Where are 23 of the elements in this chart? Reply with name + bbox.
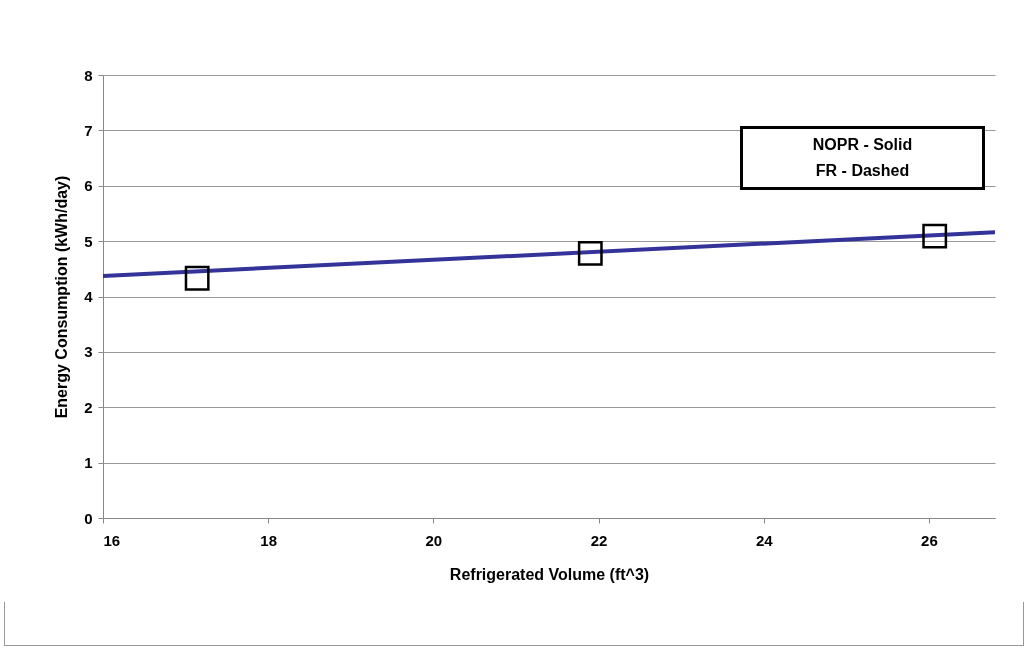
y-tick-label: 8	[84, 66, 93, 84]
x-tick-label: 18	[260, 531, 278, 549]
x-axis-title: Refrigerated Volume (ft^3)	[449, 565, 650, 583]
annotation: NOPR - Solid	[811, 135, 914, 155]
x-tick-label: 26	[921, 531, 938, 549]
x-tick-label: 24	[755, 531, 774, 549]
y-tick-label: 5	[84, 232, 93, 250]
y-tick-label: 4	[84, 288, 94, 305]
y-tick-label: 1	[84, 454, 93, 472]
note-box: NOPR - Solid FR - Dashed	[740, 126, 985, 190]
x-tick-label: 22	[590, 531, 608, 549]
x-tick-label: 20	[425, 531, 443, 549]
y-tick-label: 0	[84, 509, 93, 527]
y-tick-label: 7	[84, 121, 93, 139]
x-tick-label: 16	[103, 531, 121, 549]
y-tick-label: 6	[84, 177, 93, 195]
y-tick-label: 2	[84, 398, 93, 416]
point	[577, 240, 603, 266]
y-axis-title: Energy Consumption (kWh/day)	[53, 175, 71, 419]
point	[184, 265, 210, 291]
annotation: FR - Dashed	[814, 161, 911, 181]
point	[922, 223, 948, 249]
y-tick-label: 3	[84, 343, 93, 361]
